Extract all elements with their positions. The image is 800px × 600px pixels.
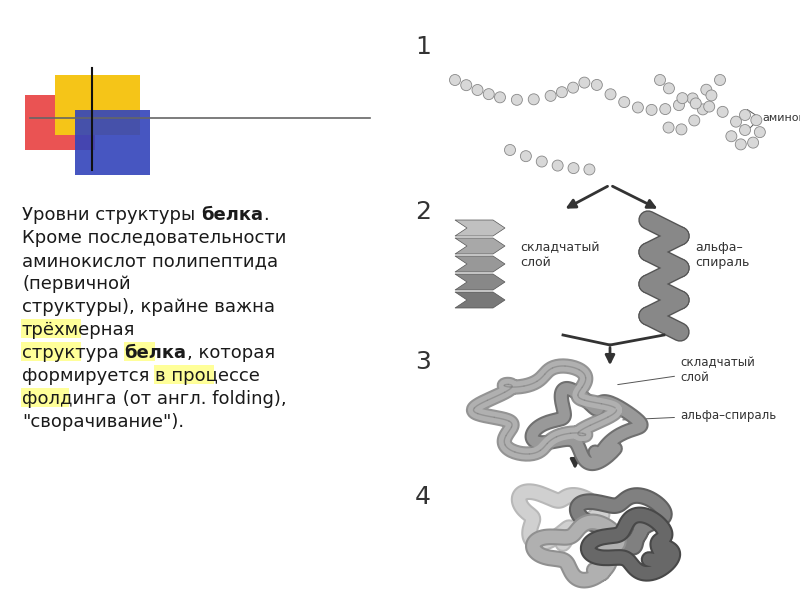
Circle shape bbox=[568, 163, 579, 173]
Text: аминокислот полипептида: аминокислот полипептида bbox=[22, 252, 278, 270]
Circle shape bbox=[730, 116, 742, 127]
Circle shape bbox=[511, 94, 522, 106]
Circle shape bbox=[494, 92, 506, 103]
Circle shape bbox=[690, 98, 702, 109]
Text: фолдинга: фолдинга bbox=[22, 391, 117, 408]
Circle shape bbox=[605, 89, 616, 100]
Bar bbox=[55, 75, 140, 135]
Circle shape bbox=[706, 90, 717, 101]
Circle shape bbox=[536, 156, 547, 167]
Circle shape bbox=[704, 101, 714, 112]
Text: трёхмерная: трёхмерная bbox=[22, 322, 135, 340]
Circle shape bbox=[677, 92, 688, 104]
Circle shape bbox=[646, 104, 657, 115]
Circle shape bbox=[663, 83, 674, 94]
Polygon shape bbox=[455, 238, 505, 254]
Circle shape bbox=[754, 127, 766, 137]
Text: структуры), крайне важна: структуры), крайне важна bbox=[22, 298, 275, 316]
Polygon shape bbox=[455, 274, 505, 290]
Circle shape bbox=[689, 115, 700, 126]
Circle shape bbox=[751, 115, 762, 125]
Bar bbox=[21, 342, 81, 361]
Circle shape bbox=[591, 79, 602, 91]
Text: Кроме последовательности: Кроме последовательности bbox=[22, 229, 286, 247]
Text: (первичной: (первичной bbox=[22, 275, 130, 293]
Circle shape bbox=[632, 102, 643, 113]
Text: 4: 4 bbox=[415, 485, 431, 509]
Text: "сворачивание").: "сворачивание"). bbox=[22, 413, 184, 431]
Text: складчатый
слой: складчатый слой bbox=[520, 241, 599, 269]
Circle shape bbox=[654, 74, 666, 85]
Text: .: . bbox=[263, 206, 269, 224]
Circle shape bbox=[483, 89, 494, 100]
Text: в процессе: в процессе bbox=[155, 367, 260, 385]
Text: альфа–
спираль: альфа– спираль bbox=[695, 241, 750, 269]
Text: 3: 3 bbox=[415, 350, 431, 374]
Circle shape bbox=[528, 94, 539, 105]
Circle shape bbox=[739, 109, 750, 121]
Text: 2: 2 bbox=[415, 200, 431, 224]
Text: структура: структура bbox=[22, 344, 125, 362]
Circle shape bbox=[717, 106, 728, 118]
Circle shape bbox=[735, 139, 746, 150]
Polygon shape bbox=[455, 256, 505, 272]
Circle shape bbox=[748, 137, 758, 148]
Text: , которая: , которая bbox=[186, 344, 274, 362]
Circle shape bbox=[674, 100, 685, 110]
Circle shape bbox=[556, 86, 567, 98]
Bar bbox=[75, 110, 150, 175]
Text: (от англ. folding),: (от англ. folding), bbox=[117, 391, 286, 408]
Circle shape bbox=[687, 93, 698, 104]
Bar bbox=[21, 319, 81, 338]
Circle shape bbox=[726, 131, 737, 142]
Circle shape bbox=[505, 145, 515, 155]
Circle shape bbox=[701, 84, 712, 95]
Bar bbox=[154, 365, 214, 384]
Circle shape bbox=[579, 77, 590, 88]
Text: складчатый
слой: складчатый слой bbox=[618, 356, 755, 385]
Text: формируется: формируется bbox=[22, 367, 155, 385]
Circle shape bbox=[545, 91, 556, 101]
Circle shape bbox=[450, 74, 461, 85]
Polygon shape bbox=[455, 292, 505, 308]
Text: белка: белка bbox=[201, 206, 263, 224]
Circle shape bbox=[714, 74, 726, 85]
Circle shape bbox=[461, 80, 472, 91]
Bar bbox=[21, 388, 70, 407]
Circle shape bbox=[663, 122, 674, 133]
Circle shape bbox=[568, 82, 578, 93]
Circle shape bbox=[698, 104, 708, 115]
Circle shape bbox=[552, 160, 563, 171]
Circle shape bbox=[472, 85, 483, 95]
Bar bbox=[124, 342, 154, 361]
Circle shape bbox=[739, 124, 750, 136]
Text: Уровни структуры: Уровни структуры bbox=[22, 206, 201, 224]
Text: белка: белка bbox=[125, 344, 186, 362]
Text: альфа–спираль: альфа–спираль bbox=[622, 409, 776, 421]
Bar bbox=[25, 95, 95, 150]
Circle shape bbox=[676, 124, 687, 135]
Circle shape bbox=[584, 164, 595, 175]
Polygon shape bbox=[455, 220, 505, 236]
Text: аминокислоты: аминокислоты bbox=[762, 113, 800, 123]
Circle shape bbox=[520, 151, 531, 161]
Text: 1: 1 bbox=[415, 35, 431, 59]
Circle shape bbox=[660, 104, 670, 115]
Circle shape bbox=[618, 97, 630, 107]
